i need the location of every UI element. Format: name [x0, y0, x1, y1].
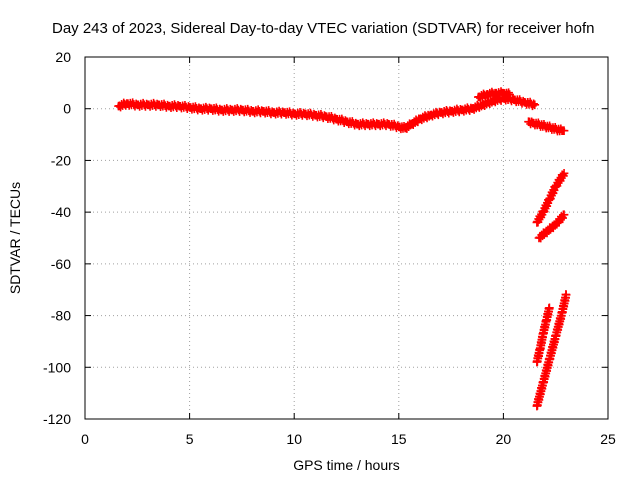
data-point	[122, 99, 132, 108]
data-point	[268, 108, 278, 117]
data-point	[545, 303, 554, 313]
data-point	[529, 99, 538, 109]
y-tick-label: 20	[55, 49, 71, 65]
data-point	[478, 100, 487, 110]
data-point	[528, 118, 537, 128]
x-axis-label: GPS time / hours	[293, 457, 400, 473]
data-point	[248, 107, 257, 116]
data-point	[446, 107, 456, 116]
y-tick-labels: 20 0 -20 -40 -60 -80 -100 -120	[43, 49, 71, 427]
grid	[85, 57, 608, 419]
data-point	[237, 105, 247, 115]
data-point	[490, 88, 500, 98]
y-tick-label: -80	[51, 308, 71, 324]
data-point	[195, 104, 205, 114]
data-point	[538, 378, 548, 388]
data-point	[373, 119, 383, 129]
data-point	[524, 117, 533, 126]
data-point	[206, 104, 215, 114]
data-point	[559, 210, 569, 220]
y-tick-label: -120	[43, 411, 71, 427]
data-point	[538, 329, 548, 338]
plot-frame	[84, 56, 609, 420]
data-point	[561, 290, 571, 300]
data-point	[384, 119, 393, 129]
y-tick-label: -60	[51, 256, 71, 272]
data-point	[216, 105, 226, 115]
x-tick-label: 25	[600, 431, 616, 447]
series-segment-115-to-72	[532, 290, 571, 410]
data-point	[310, 110, 320, 120]
data-point	[342, 117, 351, 126]
data-point	[551, 331, 560, 341]
data-point	[133, 100, 142, 110]
data-point	[457, 105, 466, 115]
x-tick-labels: 0 5 10 15 20 25	[81, 431, 616, 447]
data-point	[532, 218, 542, 227]
x-tick-label: 15	[391, 431, 407, 447]
data-point	[415, 114, 425, 124]
data-point	[482, 90, 491, 99]
y-tick-label: -40	[51, 204, 71, 220]
data-point	[300, 109, 309, 119]
data-point	[535, 344, 545, 354]
data-point	[532, 357, 542, 367]
data-point	[153, 100, 163, 110]
data-point	[467, 104, 477, 114]
y-tick-label: -20	[51, 152, 71, 168]
data-point	[114, 101, 123, 111]
data-point	[505, 90, 514, 99]
data-point	[331, 114, 341, 124]
data-point	[174, 101, 184, 111]
data-point	[289, 109, 299, 119]
data-point	[352, 119, 362, 129]
chart-title: Day 243 of 2023, Sidereal Day-to-day VTE…	[52, 20, 594, 37]
x-tick-label: 5	[186, 431, 194, 447]
data-point	[520, 97, 529, 107]
x-tick-label: 0	[81, 431, 89, 447]
axis-ticks	[84, 56, 609, 420]
data-point	[164, 101, 173, 111]
data-point	[363, 119, 372, 129]
data-point	[534, 233, 544, 243]
data-point	[321, 112, 330, 121]
data-point	[227, 105, 236, 115]
data-point	[559, 169, 569, 178]
data-point	[185, 103, 194, 112]
data-point	[394, 122, 404, 132]
data-point	[279, 108, 289, 117]
x-tick-label: 10	[286, 431, 302, 447]
data-point	[509, 95, 519, 104]
data-point	[425, 110, 435, 120]
data-point	[553, 218, 563, 227]
data-point	[547, 223, 556, 232]
series-main-trace	[115, 93, 538, 134]
data-point	[538, 207, 548, 217]
y-tick-label: 0	[63, 101, 71, 117]
x-tick-label: 20	[496, 431, 512, 447]
y-tick-label: -100	[43, 359, 71, 375]
data-point	[488, 96, 498, 106]
data-point	[557, 308, 567, 318]
data-point	[532, 401, 542, 411]
data-point	[541, 316, 551, 326]
data-point	[540, 228, 550, 238]
data-points	[114, 87, 571, 411]
data-point	[400, 123, 410, 133]
data-point	[559, 126, 569, 135]
data-point	[530, 100, 540, 110]
data-point	[545, 355, 554, 364]
data-point	[436, 108, 445, 117]
data-point	[473, 92, 483, 102]
y-axis-label: SDTVAR / TECUs	[7, 182, 23, 294]
data-point	[551, 181, 560, 191]
data-point	[143, 100, 153, 110]
data-point	[545, 194, 554, 204]
data-point	[258, 107, 268, 116]
data-point	[499, 88, 508, 98]
data-point	[407, 119, 416, 129]
